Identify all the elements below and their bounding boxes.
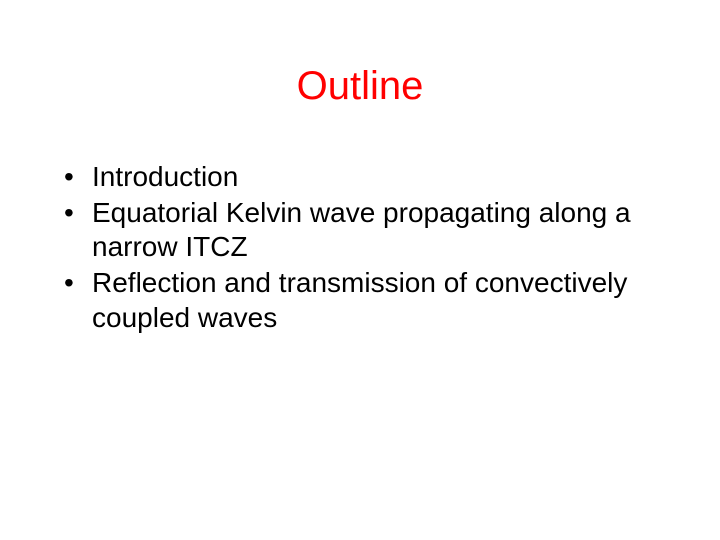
slide: Outline Introduction Equatorial Kelvin w… <box>0 0 720 540</box>
slide-title: Outline <box>0 64 720 109</box>
slide-body: Introduction Equatorial Kelvin wave prop… <box>58 160 662 337</box>
bullet-list: Introduction Equatorial Kelvin wave prop… <box>58 160 662 335</box>
list-item: Introduction <box>58 160 662 194</box>
list-item: Equatorial Kelvin wave propagating along… <box>58 196 662 264</box>
list-item: Reflection and transmission of convectiv… <box>58 266 662 334</box>
